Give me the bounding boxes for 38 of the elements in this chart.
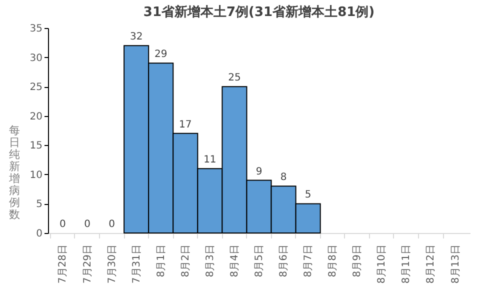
chart-title: 31省新增本土7例(31省新增本土81例) xyxy=(143,4,375,20)
x-tick-label: 8月9日 xyxy=(352,244,364,278)
y-tick-label: 10 xyxy=(30,170,42,181)
x-tick-label: 8月13日 xyxy=(450,244,462,284)
x-tick-label: 8月12日 xyxy=(426,244,437,284)
data-label: 29 xyxy=(154,49,168,60)
x-tick-label: 8月4日 xyxy=(229,244,240,278)
y-tick-label: 35 xyxy=(30,24,42,34)
x-tick-label: 8月10日 xyxy=(376,244,388,284)
x-tick-label: 7月31日 xyxy=(131,244,142,284)
x-tick-label: 7月30日 xyxy=(106,244,118,284)
data-label: 25 xyxy=(228,72,241,84)
x-tick-label: 8月7日 xyxy=(303,244,314,278)
y-tick-label: 0 xyxy=(36,228,42,240)
data-label: 9 xyxy=(256,166,262,178)
data-label: 8 xyxy=(280,172,287,184)
y-tick-label: 20 xyxy=(30,111,42,122)
y-tick-label: 30 xyxy=(30,52,42,64)
y-tick-label: 25 xyxy=(30,82,42,94)
y-axis-title: 每日纯新增病例数 xyxy=(8,124,20,221)
x-tick-label: 8月2日 xyxy=(180,244,192,278)
data-label: 17 xyxy=(179,119,192,130)
x-tick-label: 8月5日 xyxy=(254,244,265,278)
data-label: 32 xyxy=(130,32,143,43)
data-label: 11 xyxy=(204,154,216,166)
x-tick-label: 8月6日 xyxy=(278,244,290,278)
x-tick-label: 8月1日 xyxy=(156,244,167,278)
x-tick-label: 7月29日 xyxy=(82,244,94,284)
y-tick-label: 5 xyxy=(36,199,42,210)
x-tick-label: 8月3日 xyxy=(204,244,216,278)
x-tick-label: 8月11日 xyxy=(401,244,412,284)
data-label: 0 xyxy=(84,219,90,230)
y-tick-label: 15 xyxy=(30,140,42,152)
data-label: 5 xyxy=(304,190,312,201)
x-tick-label: 7月28日 xyxy=(58,244,69,284)
data-label: 0 xyxy=(108,219,115,230)
x-tick-label: 8月8日 xyxy=(328,244,339,278)
data-label: 0 xyxy=(60,219,66,230)
